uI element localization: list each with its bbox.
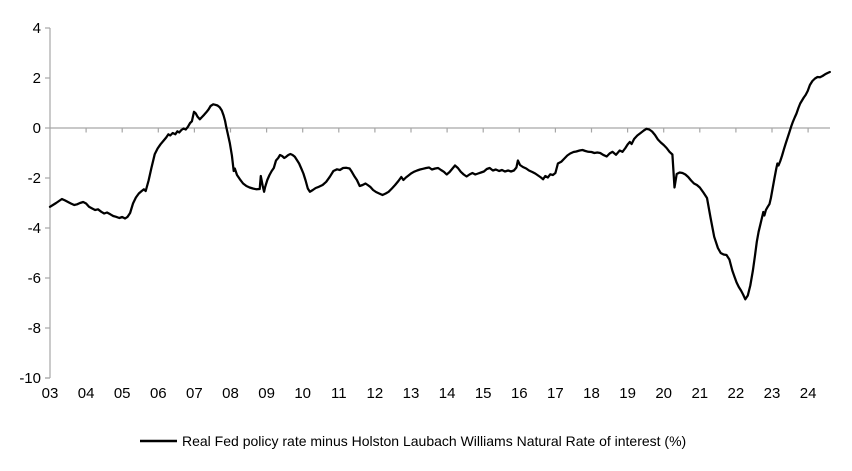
x-tick-label: 11 [331,385,347,402]
x-tick-label: 12 [367,385,384,402]
legend: Real Fed policy rate minus Holston Lauba… [140,433,686,449]
x-tick-label: 16 [511,385,528,402]
x-tick-label: 04 [78,385,95,402]
y-tick-label: -8 [28,320,41,337]
y-tick-label: 4 [33,20,41,37]
x-tick-label: 10 [294,385,311,402]
y-tick-label: 2 [33,70,41,87]
y-axis: 4 2 0 -2 -4 -6 -8 -10 [19,20,51,387]
x-tick-label: 23 [764,385,781,402]
y-tick-label: -6 [28,270,41,287]
x-tick-label: 09 [258,385,275,402]
series-line [48,70,831,301]
x-tick-label: 07 [186,385,203,402]
x-tick-label: 03 [42,385,59,402]
x-tick-label: 15 [475,385,492,402]
x-tick-label: 24 [800,385,817,402]
y-tick-label: -10 [19,370,41,387]
x-tick-label: 20 [655,385,672,402]
x-tick-label: 05 [114,385,131,402]
y-tick-label: -2 [28,170,41,187]
x-tick-label: 21 [691,385,708,402]
x-tick-label: 08 [222,385,239,402]
x-tick-label: 22 [728,385,745,402]
x-tick-label: 17 [547,385,564,402]
x-tick-label: 14 [439,385,456,402]
legend-label: Real Fed policy rate minus Holston Lauba… [182,433,686,449]
y-tick-label: -4 [28,220,41,237]
x-tick-label: 13 [403,385,420,402]
x-tick-label: 18 [583,385,600,402]
x-axis: 03 04 05 06 07 08 09 10 11 12 13 14 15 16 17 18 19 20 21 22… [42,127,830,402]
x-tick-label: 06 [150,385,167,402]
x-tick-label: 19 [619,385,636,402]
y-tick-label: 0 [33,120,41,137]
